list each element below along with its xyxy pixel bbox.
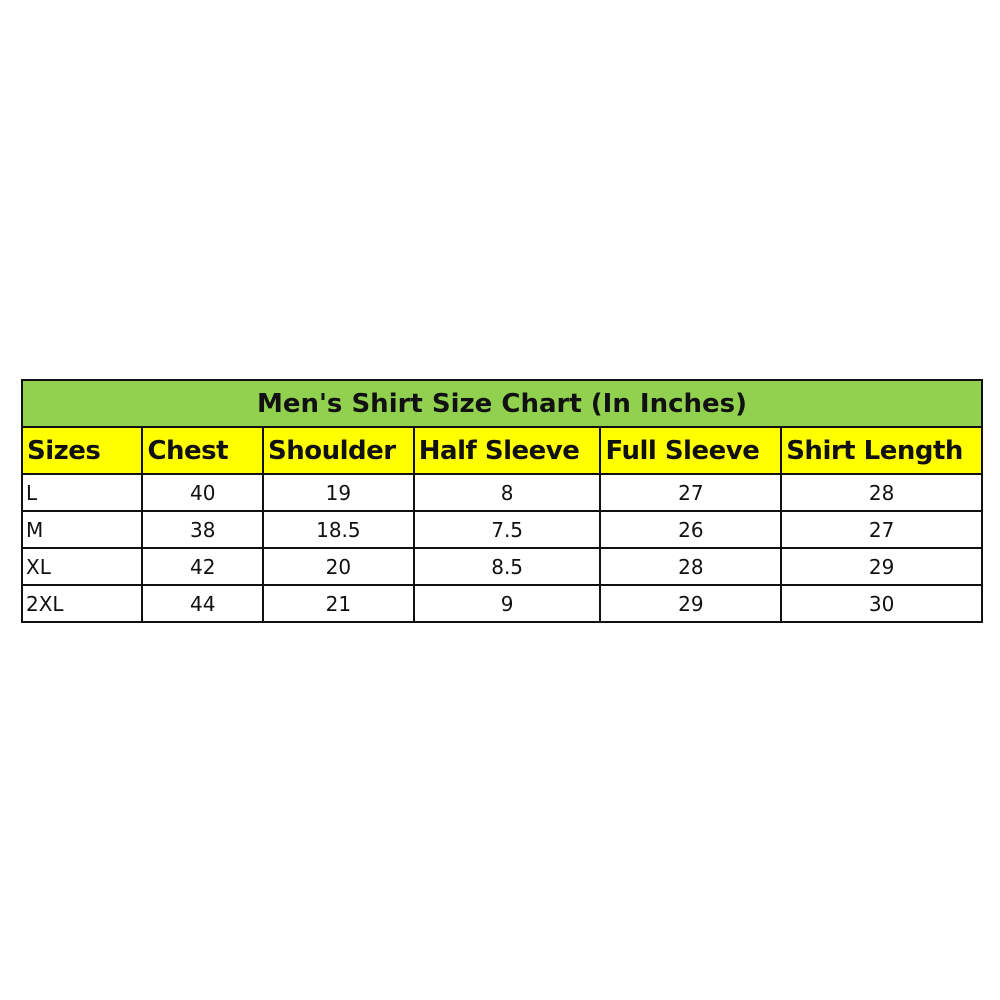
table-row: XL 42 20 8.5 28 29 [20,547,983,586]
cell-shirt-length: 27 [780,510,983,549]
header-chest: Chest [141,426,264,475]
table-row: L 40 19 8 27 28 [20,473,983,512]
cell-shoulder: 20 [262,547,415,586]
table-row: 2XL 44 21 9 29 30 [20,584,983,623]
cell-half-sleeve: 8.5 [412,547,602,586]
cell-full-sleeve: 28 [599,547,783,586]
cell-size: 2XL [20,584,144,623]
cell-shoulder: 18.5 [262,510,415,549]
cell-full-sleeve: 29 [599,584,783,623]
cell-shirt-length: 30 [780,584,983,623]
cell-size: M [20,510,144,549]
cell-chest: 42 [141,547,264,586]
header-shirt-length: Shirt Length [780,426,983,475]
cell-chest: 44 [141,584,264,623]
header-row: Sizes Chest Shoulder Half Sleeve Full Sl… [20,426,983,475]
header-half-sleeve: Half Sleeve [412,426,602,475]
cell-full-sleeve: 27 [599,473,783,512]
cell-shoulder: 21 [262,584,415,623]
cell-half-sleeve: 9 [412,584,602,623]
cell-chest: 40 [141,473,264,512]
header-sizes: Sizes [20,426,144,475]
header-shoulder: Shoulder [262,426,415,475]
cell-shirt-length: 28 [780,473,983,512]
table-row: M 38 18.5 7.5 26 27 [20,510,983,549]
cell-size: XL [20,547,144,586]
cell-shoulder: 19 [262,473,415,512]
cell-full-sleeve: 26 [599,510,783,549]
cell-chest: 38 [141,510,264,549]
size-chart-table: Men's Shirt Size Chart (In Inches) Sizes… [20,379,983,623]
header-full-sleeve: Full Sleeve [599,426,783,475]
table-title: Men's Shirt Size Chart (In Inches) [21,379,983,428]
cell-half-sleeve: 8 [412,473,602,512]
cell-shirt-length: 29 [780,547,983,586]
cell-half-sleeve: 7.5 [412,510,602,549]
cell-size: L [20,473,144,512]
